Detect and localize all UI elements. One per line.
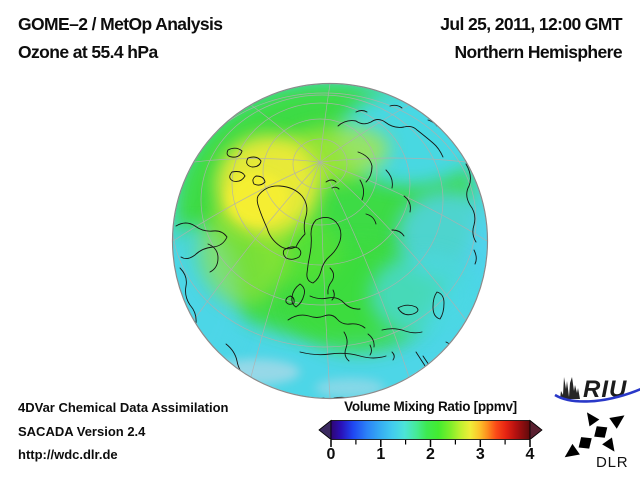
colorbar-gradient-bar xyxy=(330,420,531,440)
plot-datetime: Jul 25, 2011, 12:00 GMT xyxy=(440,14,622,34)
colorbar-title: Volume Mixing Ratio [ppmv] xyxy=(344,399,517,414)
globe-rim xyxy=(171,82,489,400)
colorbar-arrow-right xyxy=(529,419,543,441)
plot-region: Northern Hemisphere xyxy=(454,42,622,62)
dlr-logo: DLR xyxy=(564,412,628,471)
colorbar-tick-label-1: 1 xyxy=(376,446,386,463)
plot-title: GOME–2 / MetOp Analysis xyxy=(18,14,223,34)
colorbar-arrow-left xyxy=(318,419,332,441)
riu-logo: RIU xyxy=(554,376,640,403)
colorbar xyxy=(318,419,543,447)
riu-swoosh xyxy=(554,387,640,403)
colorbar-tick-label-3: 3 xyxy=(475,446,485,463)
globe xyxy=(171,82,489,400)
plot-subtitle: Ozone at 55.4 hPa xyxy=(18,42,158,62)
dlr-logo-text: DLR xyxy=(596,454,628,471)
credits-line-2: SACADA Version 2.4 xyxy=(18,423,146,439)
colorbar-tick-label-0: 0 xyxy=(326,446,336,463)
colorbar-minor-ticks xyxy=(355,440,506,445)
colorbar-tick-label-2: 2 xyxy=(426,446,435,463)
credits-line-3: http://wdc.dlr.de xyxy=(18,447,118,463)
cathedral-icon xyxy=(560,377,580,399)
dlr-emblem-icon xyxy=(564,412,625,458)
colorbar-tick-label-4: 4 xyxy=(525,446,535,463)
colorbar-major-ticks xyxy=(330,440,531,447)
credits-block: 4DVar Chemical Data Assimilation SACADA … xyxy=(18,396,229,467)
credits-line-1: 4DVar Chemical Data Assimilation xyxy=(18,400,229,415)
